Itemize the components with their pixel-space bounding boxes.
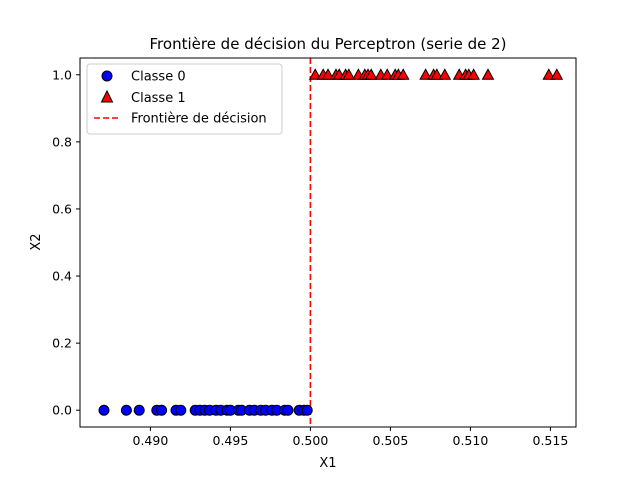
- y-tick-label: 0.4: [52, 269, 72, 284]
- y-tick-label: 0.8: [52, 134, 72, 149]
- point-classe-1: [542, 68, 556, 80]
- point-classe-1: [308, 68, 322, 80]
- legend-marker-classe-0: [101, 70, 113, 82]
- legend-box: [86, 63, 283, 135]
- point-classe-1: [342, 68, 356, 80]
- point-classe-1: [467, 68, 480, 80]
- point-classe-0: [156, 404, 168, 416]
- y-tick-label: 0.2: [52, 336, 72, 351]
- point-classe-1: [419, 68, 432, 80]
- x-tick-label: 0.500: [293, 433, 329, 448]
- point-classe-1: [396, 68, 410, 80]
- plot-frame: [79, 57, 577, 428]
- point-classe-1: [550, 68, 564, 80]
- legend-label-classe-0: Classe 0: [131, 70, 186, 85]
- point-classe-1: [380, 68, 394, 80]
- x-tick-label: 0.490: [133, 433, 169, 448]
- y-axis-label: X2: [29, 233, 44, 250]
- y-tick-label: 0.6: [52, 201, 72, 216]
- legend-label-classe-1: Classe 1: [131, 91, 186, 106]
- point-classe-0: [120, 404, 132, 416]
- legend: Classe 0 Classe 1 Frontière de décision: [86, 63, 283, 135]
- x-tick-label: 0.510: [453, 433, 489, 448]
- y-tick-label: 0.0: [52, 403, 72, 418]
- point-classe-1: [481, 68, 495, 80]
- point-classe-1: [321, 68, 335, 80]
- point-classe-0: [175, 404, 187, 416]
- point-classe-0: [301, 404, 313, 416]
- legend-label-boundary: Frontière de décision: [131, 112, 267, 127]
- x-tick-label: 0.505: [373, 433, 409, 448]
- x-tick-label: 0.495: [213, 433, 249, 448]
- y-tick-label: 1.0: [52, 67, 72, 82]
- point-classe-1: [438, 68, 452, 80]
- point-classe-0: [98, 404, 110, 416]
- point-classe-1: [430, 68, 444, 80]
- legend-marker-classe-1: [100, 89, 114, 103]
- x-tick-label: 0.515: [533, 433, 569, 448]
- point-classe-0: [133, 404, 145, 416]
- point-classe-1: [364, 68, 378, 80]
- x-axis-label: X1: [319, 456, 336, 471]
- point-classe-0: [282, 404, 294, 416]
- chart-title: Frontière de décision du Perceptron (ser…: [150, 35, 507, 53]
